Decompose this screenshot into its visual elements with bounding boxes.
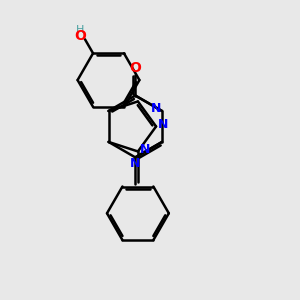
Text: N: N: [158, 118, 169, 131]
Text: O: O: [75, 29, 86, 43]
Text: N: N: [130, 157, 140, 170]
Text: N: N: [140, 143, 151, 157]
Text: O: O: [129, 61, 141, 75]
Text: H: H: [76, 25, 85, 35]
Text: N: N: [150, 101, 161, 115]
